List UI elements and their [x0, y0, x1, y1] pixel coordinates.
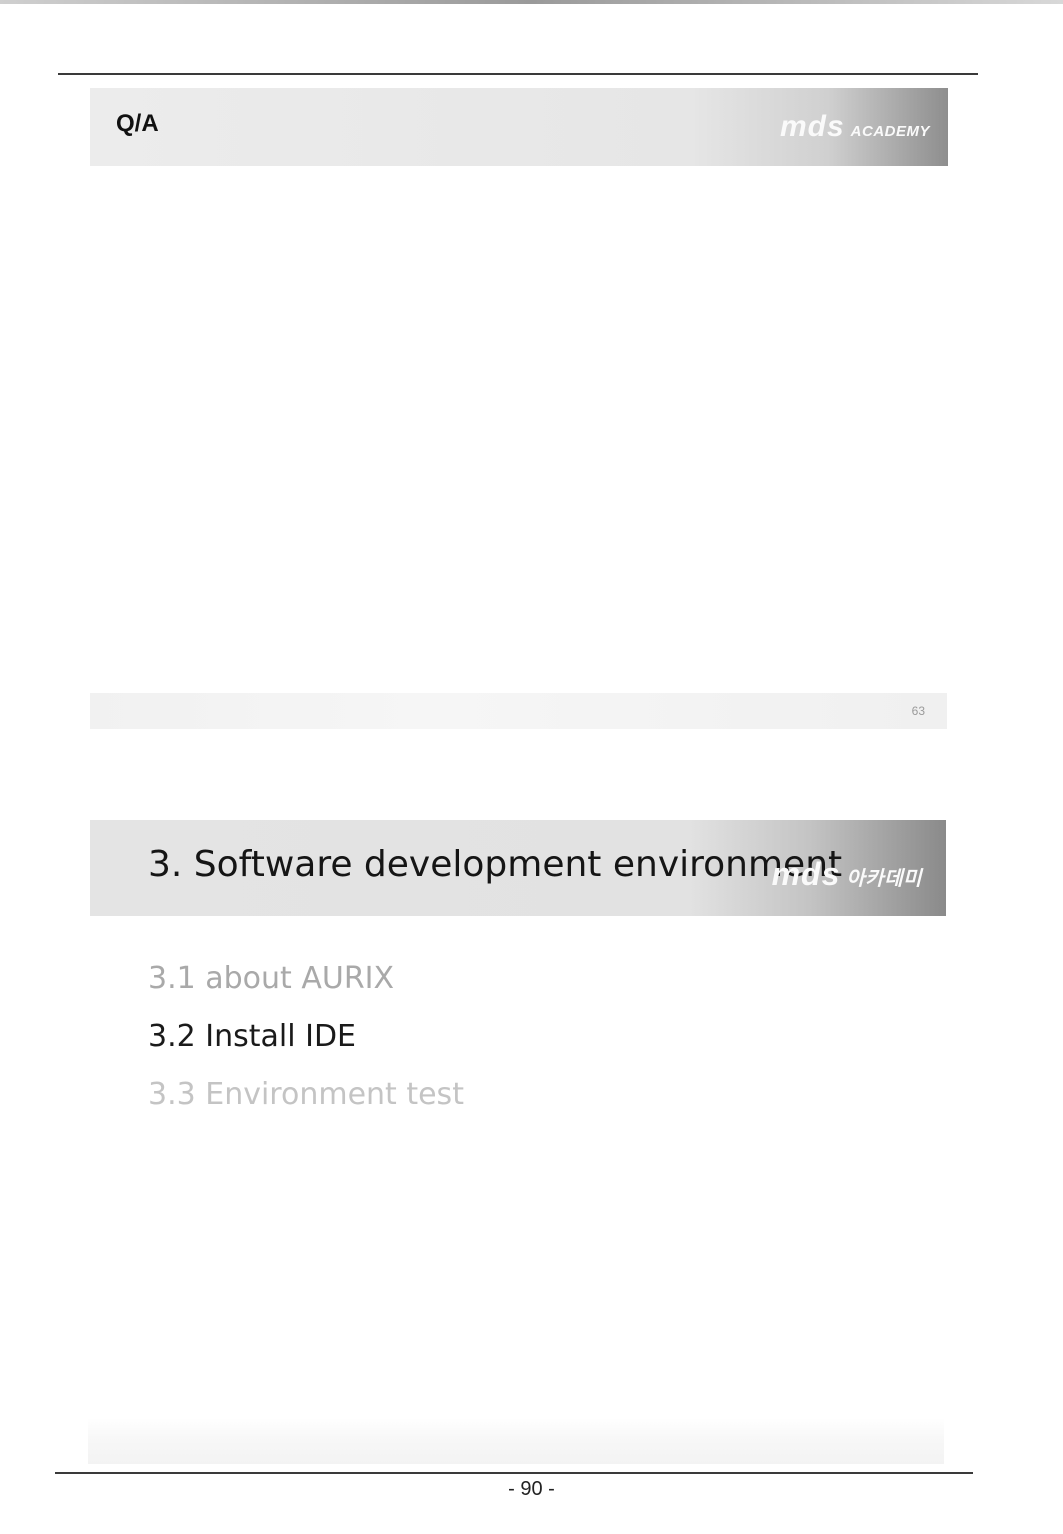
page-top-edge — [0, 0, 1063, 4]
section-banner: 3. Software development environment mds 아… — [90, 820, 946, 916]
toc-item-environment-test: 3.3 Environment test — [148, 1077, 464, 1112]
mds-academy-logo: mds ACADEMY — [780, 110, 930, 144]
slide-header-qa: Q/A mds ACADEMY — [90, 88, 948, 166]
mds-academy-logo-korean: mds 아카데미 — [772, 856, 922, 893]
logo-main-text: mds — [771, 856, 841, 892]
section-title: 3. Software development environment — [148, 844, 843, 885]
page-number: - 90 - — [508, 1478, 555, 1500]
logo-main-text: mds — [779, 110, 845, 143]
slide-title: Q/A — [116, 110, 159, 137]
slide-footer: 63 — [90, 693, 947, 729]
logo-sub-text: 아카데미 — [846, 868, 922, 890]
table-of-contents: 3.1 about AURIX 3.2 Install IDE 3.3 Envi… — [148, 950, 464, 1124]
slide-footer-band — [88, 1418, 944, 1464]
footer-rule — [55, 1472, 973, 1474]
slide-number: 63 — [911, 704, 925, 718]
header-rule — [58, 73, 978, 75]
logo-sub-text: ACADEMY — [850, 123, 930, 140]
toc-item-install-ide: 3.2 Install IDE — [148, 1019, 356, 1054]
toc-item-about-aurix: 3.1 about AURIX — [148, 961, 395, 996]
